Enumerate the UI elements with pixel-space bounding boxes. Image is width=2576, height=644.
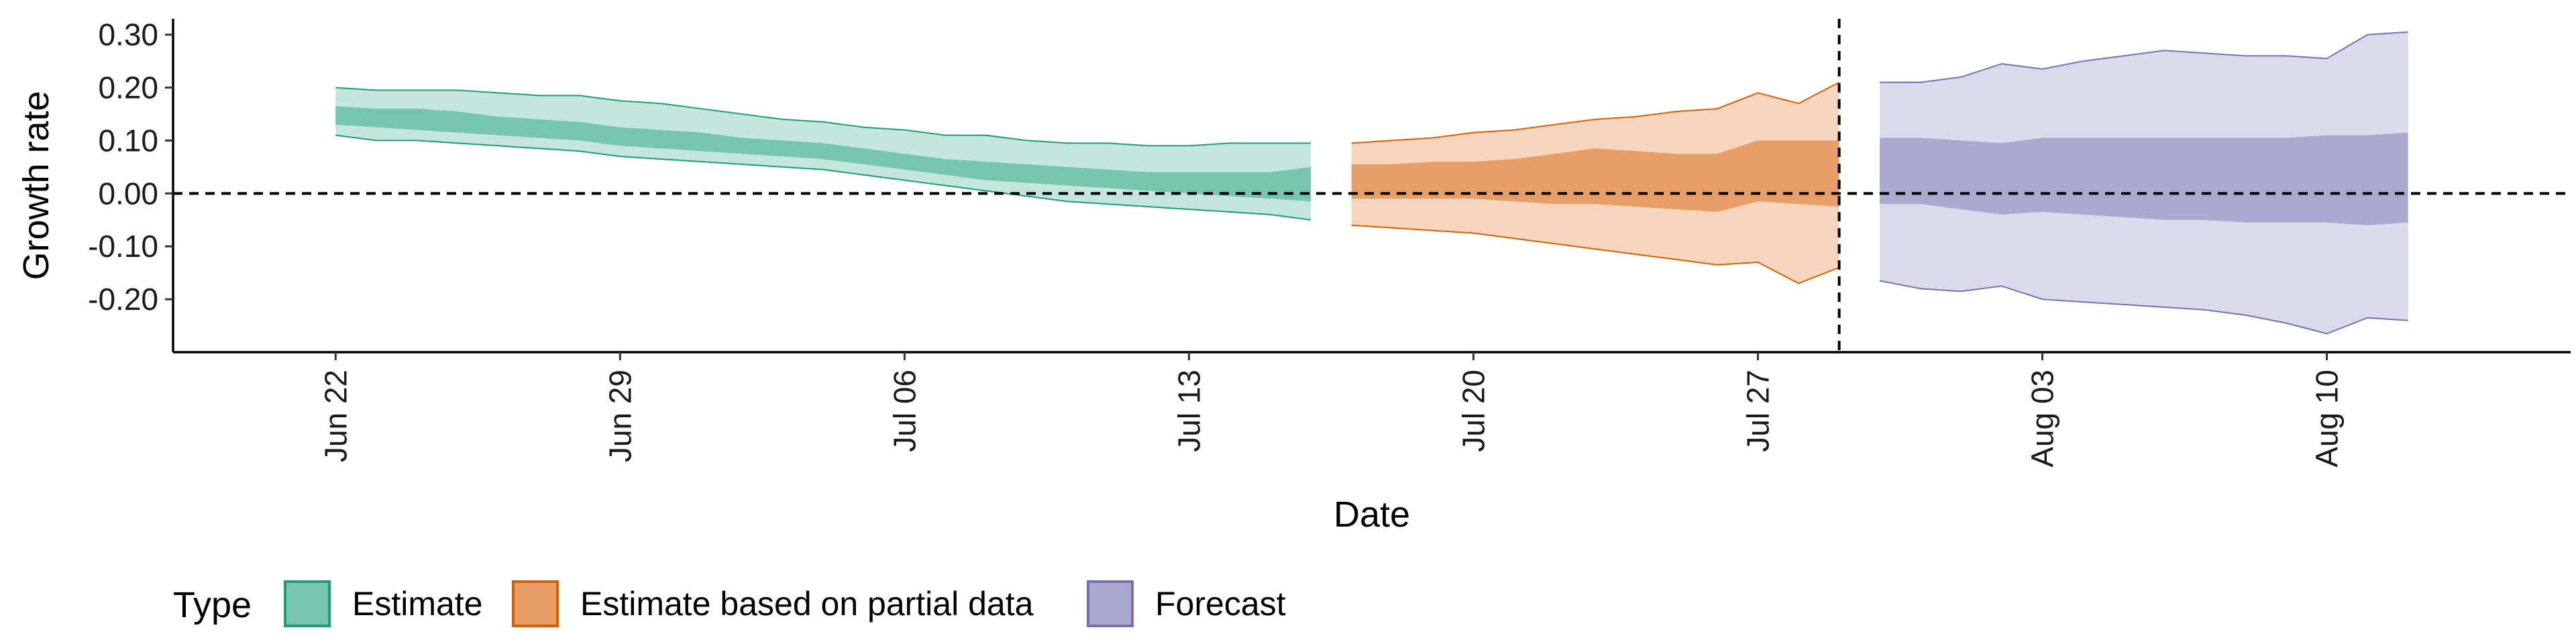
x-tick-label: Jul 06 [887,370,922,452]
legend-label-forecast: Forecast [1155,585,1286,623]
legend-item-estimate-based-on-partial-data: Estimate based on partial data [512,580,1034,627]
y-tick-label: -0.10 [88,229,158,264]
x-tick-label: Jul 27 [1740,370,1775,452]
legend-key-estimate-based-on-partial-data [512,580,559,627]
legend: Type Estimate Estimate based on partial d… [173,580,1286,627]
legend-key-estimate [284,580,331,627]
estimate-based-on-partial-data-upper-edge [1351,81,1840,144]
estimate-inner-band [335,106,1311,202]
series-forecast [1880,31,2408,335]
estimate-based-on-partial-data-inner-band [1351,140,1839,212]
y-tick-label: 0.00 [98,176,158,211]
x-tick-label: Jun 29 [602,370,637,462]
legend-item-estimate: Estimate [284,580,483,627]
x-tick-label: Jul 20 [1456,370,1491,452]
legend-title: Type [173,585,252,625]
y-tick-label: 0.20 [98,70,158,105]
estimate-based-on-partial-data-lower-edge [1351,224,1839,284]
x-ticks: Jun 22 Jun 29 Jul 06 Jul 13 Jul 20 Jul 27 Aug … [318,352,2345,468]
bands-layer [335,31,2408,335]
x-axis-title: Date [1334,494,1410,535]
legend-item-forecast: Forecast [1087,580,1286,627]
y-tick-label: -0.20 [88,282,158,317]
legend-label-estimate: Estimate [352,585,483,623]
y-tick-label: 0.30 [98,17,158,52]
legend-key-forecast [1087,580,1134,627]
estimate-upper-edge [335,87,1311,147]
x-tick-label: Aug 10 [2310,370,2345,468]
estimate-lower-edge [335,134,1311,221]
x-tick-label: Jul 13 [1171,370,1206,452]
reference-lines [173,19,2571,352]
x-tick-label: Aug 03 [2025,370,2060,468]
y-ticks: 0.30 0.20 0.10 0.00 -0.10 -0.20 [88,17,173,317]
legend-label-estimate-based-on-partial-data: Estimate based on partial data [580,585,1034,623]
forecast-inner-band [1880,132,2408,225]
forecast-upper-edge [1880,31,2408,83]
axes [172,19,2571,354]
series-estimate-based-on-partial-data [1351,81,1840,284]
y-axis-title: Growth rate [16,91,56,280]
x-tick-label: Jun 22 [318,370,353,462]
forecast-lower-edge [1880,280,2408,335]
y-tick-label: 0.10 [98,123,158,158]
series-estimate [335,87,1311,221]
